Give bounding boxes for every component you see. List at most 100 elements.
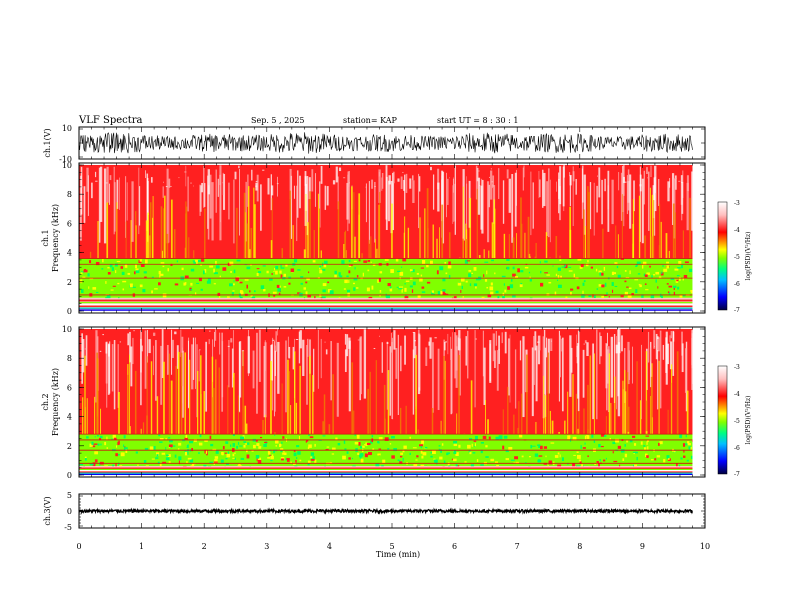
spectrogram-streak [108, 344, 110, 395]
spectrogram-streak [402, 172, 403, 173]
spectrogram-streak [579, 411, 580, 434]
spectrogram-streak [163, 362, 165, 434]
spectrogram-streak [507, 387, 508, 434]
spectrogram-cell [347, 290, 350, 293]
spectrogram-streak [629, 174, 631, 228]
spectrogram-streak [203, 391, 205, 434]
spectrogram-cell [517, 268, 520, 272]
spectrogram-cell [272, 273, 273, 275]
spectrogram-streak [673, 204, 675, 259]
spectrogram-cell [334, 271, 336, 274]
spectrogram-streak [521, 394, 522, 435]
spectrogram-cell [178, 448, 179, 449]
spectrogram-cell [683, 443, 685, 447]
spectrogram-cell [308, 463, 310, 465]
spectrogram-cell [442, 289, 445, 291]
spectrogram-streak [418, 174, 419, 228]
spectrogram-cell [514, 456, 518, 459]
spectrogram-streak [575, 179, 576, 195]
spectrogram-streak [642, 179, 644, 244]
spectrogram-cell [367, 288, 370, 292]
spectrogram-cell [410, 269, 413, 271]
spectrogram-streak [219, 165, 221, 240]
spectrogram-cell [456, 464, 458, 466]
spectrogram-cell [437, 270, 439, 274]
spectrogram-cell [625, 292, 627, 295]
spectrogram-streak [485, 400, 486, 434]
spectrogram-cell [679, 434, 682, 438]
spectrogram-streak [590, 355, 591, 434]
spectrogram-streak [321, 250, 322, 258]
spectrogram-cell [663, 269, 667, 272]
spectrogram-cell [425, 447, 428, 449]
spectrogram-streak [509, 179, 511, 213]
spectrogram-cell [270, 460, 272, 461]
spectrogram-streak [589, 192, 591, 258]
spectrogram-cell [659, 441, 662, 444]
spectrogram-cell [296, 457, 297, 459]
spectrogram-cell [95, 459, 98, 462]
spectrogram-streak [254, 204, 256, 258]
spectrogram-streak [533, 336, 535, 385]
spectrogram-streak [624, 370, 625, 434]
spectrogram-streak [537, 342, 539, 343]
spectrogram-cell [397, 271, 400, 272]
spectrogram-streak [205, 342, 207, 412]
spectrogram-cell [214, 283, 216, 284]
spectrogram-cell [314, 444, 315, 447]
spectrogram-streak [639, 196, 640, 259]
spectrogram-cell [585, 436, 586, 440]
spectrogram-streak [277, 329, 278, 335]
spectrogram-cell [322, 269, 326, 271]
ch2-colorbar-gradient [718, 366, 727, 474]
spectrogram-streak [163, 186, 164, 197]
spectrogram-cell [256, 455, 259, 459]
spectrogram-streak [618, 172, 619, 190]
spectrogram-cell [688, 446, 690, 449]
spectrogram-streak [238, 166, 239, 169]
spectrogram-cell [529, 272, 530, 274]
spectrogram-streak [287, 360, 289, 434]
spectrogram-streak [562, 338, 564, 412]
spectrogram-streak [333, 180, 335, 184]
spectrogram-cell [606, 292, 607, 294]
spectrogram-streak [434, 337, 436, 338]
spectrogram-streak [329, 424, 331, 434]
spectrogram-cell [158, 435, 160, 437]
time-tick-label: 10 [700, 542, 710, 551]
spectrogram-cell [359, 259, 361, 261]
spectrogram-cell [668, 458, 670, 460]
spectrogram-cell [472, 444, 473, 447]
spectrogram-cell [422, 287, 425, 289]
spectrogram-cell [585, 443, 586, 445]
spectrogram-cell [204, 440, 207, 442]
spectrogram-cell [323, 283, 327, 286]
spectrogram-streak [199, 185, 200, 216]
spectrogram-cell [538, 459, 540, 462]
spectrogram-streak [542, 170, 543, 208]
spectrogram-cell [615, 286, 618, 287]
spectrogram-streak [312, 375, 313, 434]
spectrogram-cell [564, 265, 566, 267]
ch1-frequency-label: Frequency (kHz) [51, 204, 60, 272]
spectrogram-cell [485, 456, 488, 458]
spectrogram-cell [464, 461, 466, 462]
spectrogram-cell [168, 437, 170, 438]
spectrogram-cell [299, 460, 301, 462]
spectrogram-cell [266, 271, 268, 274]
spectrogram-cell [349, 260, 351, 262]
spectrogram-streak [465, 336, 466, 365]
spectrogram-cell [421, 268, 424, 269]
spectrogram-cell [135, 264, 137, 268]
ch2-cb-tick-m4: -4 [734, 391, 740, 398]
spectrogram-cell [226, 454, 230, 458]
spectrogram-streak [131, 220, 132, 258]
spectrogram-cell [683, 278, 684, 280]
spectrogram-cell [303, 287, 306, 289]
spectrogram-cell [485, 279, 487, 282]
spectrogram-streak [418, 330, 419, 388]
spectrogram-streak [199, 350, 200, 381]
spectrogram-cell [577, 259, 581, 261]
